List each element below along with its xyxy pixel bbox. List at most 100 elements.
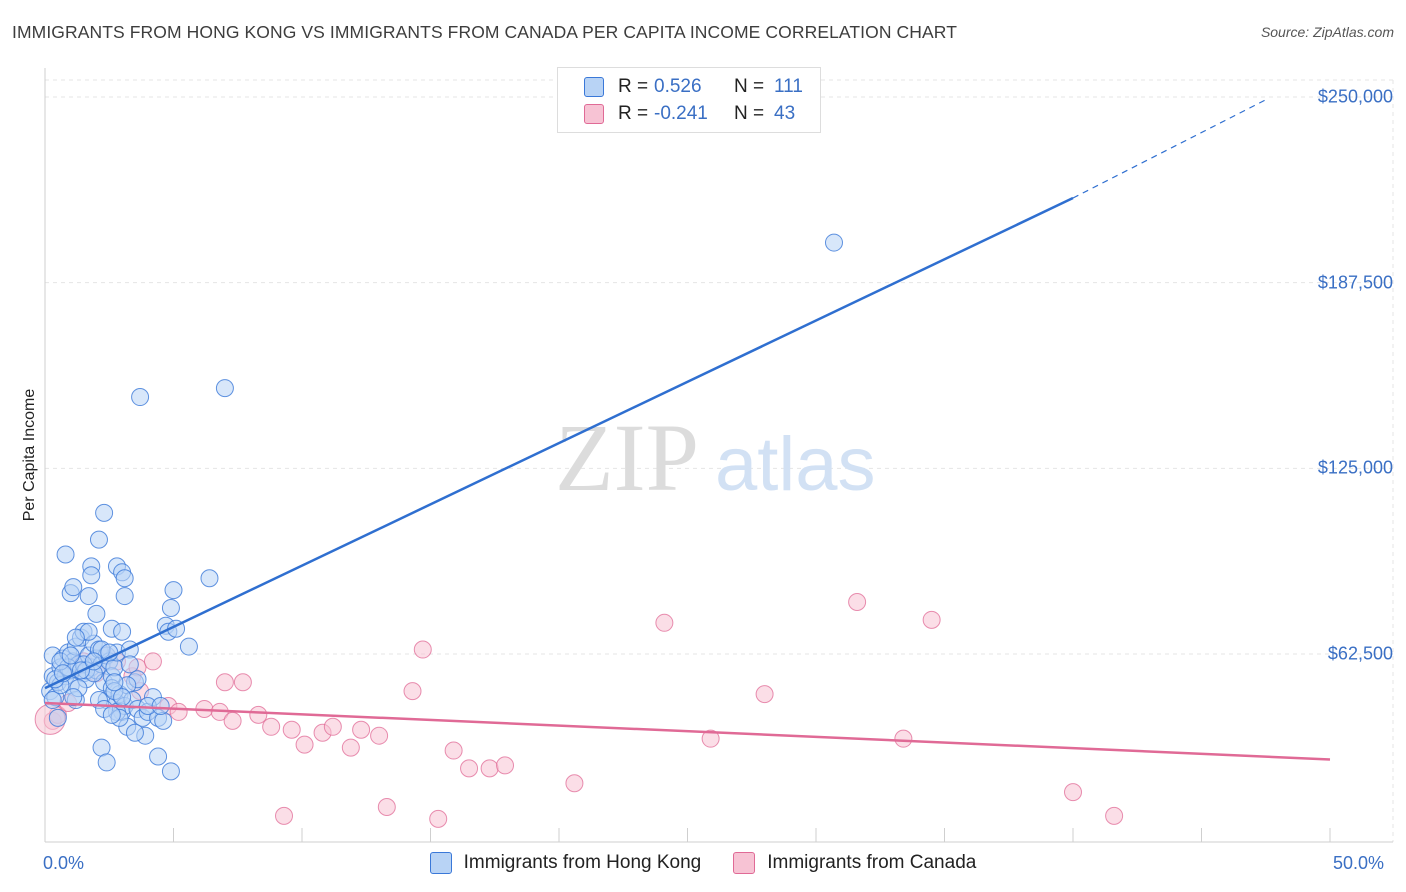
canada-point [496, 756, 515, 775]
canada-point [233, 673, 252, 692]
correlation-legend: R = 0.526 N = 111 R = -0.241 N = 43 [557, 67, 821, 133]
series-legend: Immigrants from Hong Kong Immigrants fro… [0, 852, 1406, 874]
watermark: ZIP atlas [555, 404, 876, 511]
hongkong-point [200, 569, 219, 588]
hongkong-point [113, 688, 132, 707]
hongkong-point [64, 578, 83, 597]
hongkong-trend-extension [1072, 97, 1269, 199]
canada-point [922, 610, 941, 629]
canada-point [215, 673, 234, 692]
canada-point [341, 738, 360, 757]
gridlines [45, 79, 1394, 842]
hongkong-point [87, 604, 106, 623]
hongkong-point [179, 637, 198, 656]
legend-r-value: 0.526 [654, 76, 702, 97]
canada-point [413, 640, 432, 659]
legend-row-canada: R = -0.241 N = 43 [584, 102, 795, 126]
hongkong-trend-line [44, 196, 1074, 690]
series-legend-hongkong[interactable]: Immigrants from Hong Kong [429, 852, 702, 874]
source-label: Source: ZipAtlas.com [1260, 24, 1394, 40]
hongkong-point [66, 628, 85, 647]
canada-point [295, 735, 314, 754]
hongkong-point [89, 530, 108, 549]
hongkong-point [215, 379, 234, 398]
canada-point [143, 652, 162, 671]
series-label-canada: Immigrants from Canada [767, 852, 977, 873]
canada-point [894, 729, 913, 748]
canada-point [282, 720, 301, 739]
legend-n-label: N = [734, 76, 765, 97]
hongkong-point [161, 762, 180, 781]
y-tick-label: $187,500 [1317, 272, 1393, 293]
y-tick-label: $62,500 [1327, 643, 1393, 664]
hongkong-point [125, 723, 144, 742]
hongkong-point [82, 566, 101, 585]
series-label-hongkong: Immigrants from Hong Kong [463, 852, 702, 873]
canada-point [377, 797, 396, 816]
hongkong-point [115, 587, 134, 606]
y-tick-label: $250,000 [1317, 86, 1393, 107]
canada-point [565, 774, 584, 793]
legend-swatch-pink [584, 104, 604, 124]
canada-point [169, 702, 188, 721]
canada-point [323, 717, 342, 736]
hongkong-point [151, 696, 170, 715]
canada-point [755, 685, 774, 704]
legend-n-value: 43 [774, 103, 796, 124]
watermark-zip: ZIP [555, 404, 699, 511]
hongkong-point [79, 587, 98, 606]
legend-r-label: R = [618, 103, 649, 124]
canada-trend-line [44, 701, 1331, 761]
hongkong-point [120, 655, 139, 674]
hongkong-point [113, 622, 132, 641]
canada-point [480, 759, 499, 778]
series-swatch-pink [733, 852, 756, 874]
canada-point [460, 759, 479, 778]
hongkong-point [161, 598, 180, 617]
hongkong-point [61, 646, 80, 665]
canada-point [429, 809, 448, 828]
series-legend-canada[interactable]: Immigrants from Canada [733, 852, 976, 874]
y-axis-label: Per Capita Income [21, 388, 38, 522]
chart-title: IMMIGRANTS FROM HONG KONG VS IMMIGRANTS … [12, 22, 958, 42]
hongkong-point [48, 708, 67, 727]
hongkong-point [102, 705, 121, 724]
canada-point [444, 741, 463, 760]
canada-point [655, 613, 674, 632]
trend-lines [44, 97, 1331, 761]
canada-point [223, 711, 242, 730]
hongkong-point [56, 545, 75, 564]
legend-r-label: R = [618, 76, 649, 97]
y-tick-label: $125,000 [1317, 457, 1393, 478]
canada-point [275, 806, 294, 825]
hongkong-point [824, 233, 843, 252]
canada-point [701, 729, 720, 748]
canada-point [403, 682, 422, 701]
legend-r-value: -0.241 [654, 103, 708, 124]
watermark-atlas: atlas [715, 422, 876, 507]
legend-swatch-blue [584, 77, 604, 97]
legend-n-value: 111 [774, 76, 803, 97]
hongkong-point [43, 691, 62, 710]
hongkong-point [154, 711, 173, 730]
hongkong-point [64, 688, 83, 707]
canada-point [352, 720, 371, 739]
series-swatch-blue [429, 852, 452, 874]
canada-point [249, 705, 268, 724]
canada-point [1105, 806, 1124, 825]
canada-point [848, 593, 867, 612]
canada-point [1064, 783, 1082, 802]
hongkong-point [149, 747, 168, 766]
hongkong-point [115, 569, 134, 588]
hongkong-point [97, 753, 116, 772]
hongkong-point [95, 503, 114, 522]
legend-n-label: N = [734, 103, 765, 124]
x-tick-min: 0.0% [43, 853, 85, 873]
x-tick-max: 50.0% [1333, 853, 1385, 873]
hongkong-point [164, 581, 183, 600]
legend-row-hongkong: R = 0.526 N = 111 [584, 75, 803, 99]
hongkong-point [105, 673, 124, 692]
hongkong-point [131, 388, 150, 407]
canada-point [262, 717, 281, 736]
